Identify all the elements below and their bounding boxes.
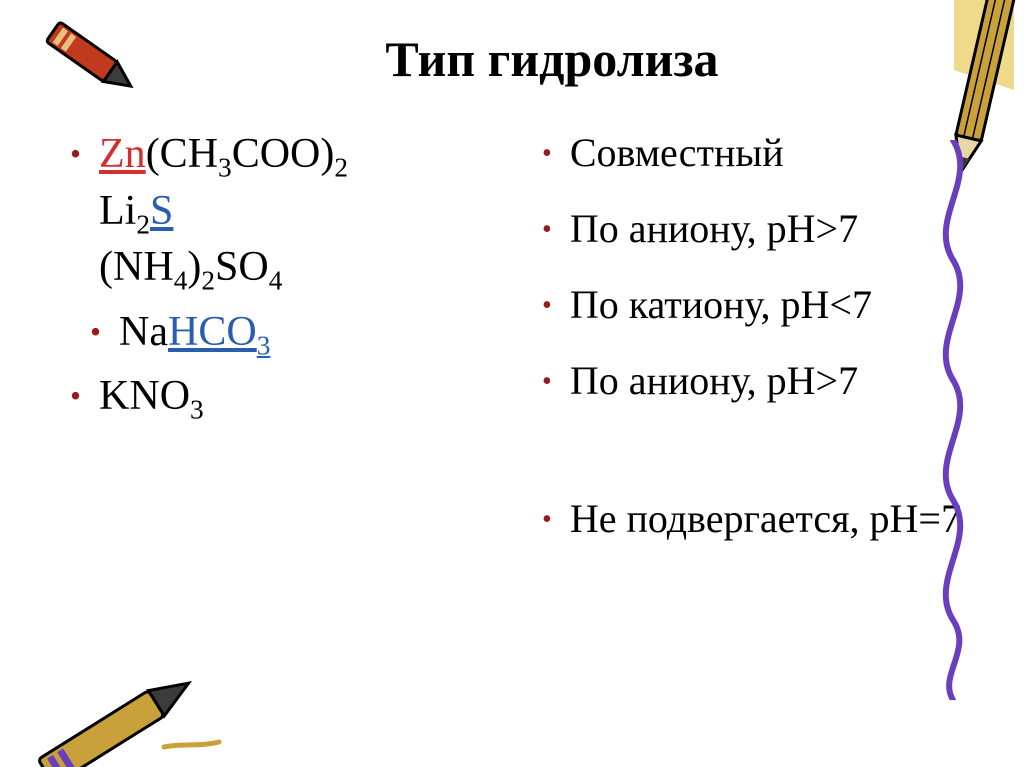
list-item: • Совместный	[542, 128, 964, 196]
list-item: • Zn(CH3COO)2Li2S(NH4)2SO4	[70, 128, 492, 298]
list-item: • KNO3	[70, 370, 492, 427]
bullet-icon: •	[542, 368, 552, 396]
right-column: • Совместный • По аниону, рН>7 • По катиону,…	[532, 128, 964, 570]
bullet-icon: •	[70, 380, 81, 412]
bullet-text: По аниону, рН>7	[570, 204, 858, 254]
formula-text: NaHCO3	[119, 306, 270, 363]
left-column: • Zn(CH3COO)2Li2S(NH4)2SO4 • NaHCO3 • KNO3	[60, 128, 492, 570]
crayon-icon	[24, 12, 144, 102]
formula-text: Zn(CH3COO)2Li2S(NH4)2SO4	[99, 128, 348, 298]
bullet-icon: •	[542, 506, 552, 534]
list-item: • По катиону, рН<7	[542, 280, 964, 348]
bullet-icon: •	[542, 216, 552, 244]
bullet-text: По катиону, рН<7	[570, 280, 872, 330]
slide-title: Тип гидролиза	[140, 30, 964, 88]
bullet-icon: •	[542, 292, 552, 320]
squiggle-icon	[918, 140, 988, 700]
bullet-text: Не подвергается, рН=7	[570, 494, 961, 544]
bullet-text: Совместный	[570, 128, 784, 178]
list-item: • По аниону, рН>7	[542, 356, 964, 424]
crayon-icon	[24, 647, 224, 767]
bullet-icon: •	[542, 140, 552, 168]
list-item: • NaHCO3	[70, 306, 492, 363]
formula-text: KNO3	[99, 370, 204, 427]
bullet-text: По аниону, рН>7	[570, 356, 858, 406]
list-item: • Не подвергается, рН=7	[542, 494, 964, 562]
bullet-icon: •	[70, 138, 81, 170]
bullet-icon: •	[90, 316, 101, 348]
list-item: • По аниону, рН>7	[542, 204, 964, 272]
